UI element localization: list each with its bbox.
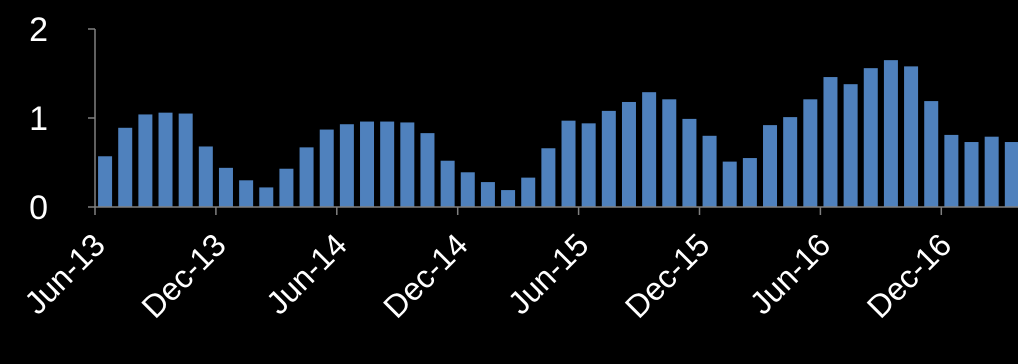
bar-Jul-14: [360, 121, 375, 207]
axes: [88, 28, 1018, 215]
bar-Feb-16: [742, 158, 757, 207]
bar-Oct-13: [178, 113, 193, 207]
x-tick-label-Dec-15: Dec-15: [618, 226, 716, 324]
bar-Mar-16: [763, 125, 778, 207]
bar-Aug-15: [621, 101, 636, 207]
bar-Mar-15: [521, 177, 536, 207]
x-tick-label-Dec-14: Dec-14: [376, 226, 474, 324]
bar-Jun-15: [581, 123, 596, 207]
bar-Jun-13: [98, 156, 113, 207]
bar-Jul-16: [843, 84, 858, 207]
x-tick-label-Jun-14: Jun-14: [259, 226, 354, 321]
bar-Sep-15: [642, 92, 657, 207]
bar-Oct-14: [420, 133, 435, 207]
y-tick-label-0: 0: [29, 189, 48, 227]
bar-Jul-13: [118, 127, 133, 207]
bar-Oct-16: [904, 66, 919, 207]
bar-Apr-14: [299, 147, 314, 207]
x-tick-label-Dec-16: Dec-16: [860, 226, 958, 324]
bar-Jan-16: [722, 161, 737, 207]
bar-Jun-14: [339, 124, 354, 207]
y-tick-label-1: 1: [29, 100, 48, 138]
bar-Sep-16: [883, 60, 898, 208]
bar-series: [98, 60, 1018, 208]
y-tick-labels: 0 1 2: [29, 11, 48, 227]
bar-May-15: [561, 120, 576, 207]
bar-Aug-14: [380, 121, 395, 207]
y-tick-label-2: 2: [29, 11, 48, 49]
bar-Dec-15: [702, 135, 717, 207]
bar-Feb-15: [501, 190, 516, 207]
bar-Feb-14: [259, 187, 274, 207]
bar-Oct-15: [662, 99, 677, 207]
bar-Jun-16: [823, 77, 838, 207]
bar-Nov-15: [682, 118, 697, 207]
bar-Sep-14: [400, 122, 415, 207]
bar-Sep-13: [158, 112, 173, 207]
bar-Jan-15: [480, 182, 495, 207]
bar-Jul-15: [601, 110, 616, 207]
x-tick-label-Jun-16: Jun-16: [743, 226, 838, 321]
bar-Dec-14: [460, 172, 475, 207]
bar-Nov-14: [440, 160, 455, 207]
x-tick-label-Jun-13: Jun-13: [17, 226, 112, 321]
x-tick-label-Jun-15: Jun-15: [501, 226, 596, 321]
bar-Mar-14: [279, 168, 294, 207]
x-tick-labels: Jun-13 Dec-13 Jun-14 Dec-14 Jun-15 Dec-15 Jun-…: [17, 226, 958, 324]
bar-May-16: [803, 99, 818, 207]
bar-Jan-17: [964, 142, 979, 207]
bar-Apr-16: [783, 117, 798, 207]
bar-Jan-14: [239, 180, 254, 207]
bar-Apr-15: [541, 148, 556, 207]
bar-Dec-16: [944, 134, 959, 207]
bar-Aug-13: [138, 114, 153, 207]
bar-Nov-13: [198, 146, 213, 207]
bar-Aug-16: [863, 68, 878, 207]
bar-Dec-13: [218, 167, 233, 207]
bar-Feb-17: [984, 136, 999, 207]
x-tick-label-Dec-13: Dec-13: [134, 226, 232, 324]
bar-Nov-16: [924, 101, 939, 207]
bar-May-14: [319, 129, 334, 207]
bar-Mar-17: [1004, 142, 1018, 207]
